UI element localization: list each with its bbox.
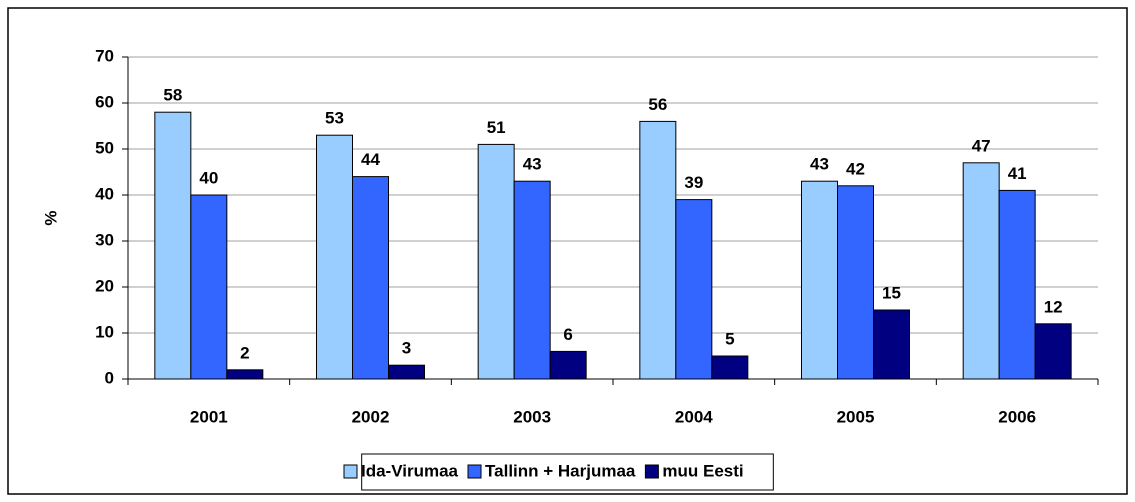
data-label: 47 [972,136,991,155]
bar [837,185,874,380]
x-tick-label: 2004 [675,407,713,426]
bar [711,355,749,380]
y-tick-label: 20 [95,276,114,295]
bar [477,143,515,380]
legend-box [361,453,774,491]
y-tick-label: 0 [105,368,114,387]
y-tick-label: 10 [95,322,114,341]
bar [226,369,264,380]
bar [352,176,389,380]
data-label: 3 [402,339,411,358]
data-label: 43 [523,155,542,174]
x-tick-label: 2002 [352,407,390,426]
data-label: 2 [240,343,249,362]
bar [388,364,425,380]
legend-swatch [467,464,482,479]
data-label: 41 [1008,164,1027,183]
bar [962,162,1000,380]
data-label: 44 [361,150,380,169]
bar [513,180,551,380]
legend-swatch [343,464,358,479]
data-label: 39 [684,173,703,192]
bar [316,134,353,380]
x-tick-label: 2005 [837,407,875,426]
data-label: 15 [882,283,901,302]
x-tick-label: 2006 [998,407,1036,426]
data-label: 12 [1044,297,1063,316]
x-tick-label: 2001 [190,407,228,426]
legend-label: muu Eesti [662,461,743,480]
data-label: 5 [725,329,734,348]
data-label: 6 [563,325,572,344]
data-label: 51 [487,118,506,137]
data-label: 42 [846,159,865,178]
y-axis-label: % [41,210,60,225]
bar [1034,323,1072,380]
y-tick-label: 70 [95,46,114,65]
y-tick-label: 60 [95,92,114,111]
bar [190,194,228,380]
data-label: 58 [163,86,182,105]
bar [639,120,677,380]
data-label: 40 [199,168,218,187]
data-label: 56 [648,95,667,114]
x-tick-label: 2003 [513,407,551,426]
legend-swatch [644,464,659,479]
legend-label: Tallinn + Harjumaa [485,461,636,480]
legend-label: Ida-Virumaa [361,461,459,480]
y-tick-label: 40 [95,184,114,203]
bar [549,350,587,380]
bar [675,199,713,380]
bar [998,189,1036,380]
y-tick-label: 30 [95,230,114,249]
y-tick-label: 50 [95,138,114,157]
bar [801,180,838,380]
data-label: 43 [810,155,829,174]
data-label: 53 [325,109,344,128]
bar [873,309,910,380]
bar [154,111,192,380]
